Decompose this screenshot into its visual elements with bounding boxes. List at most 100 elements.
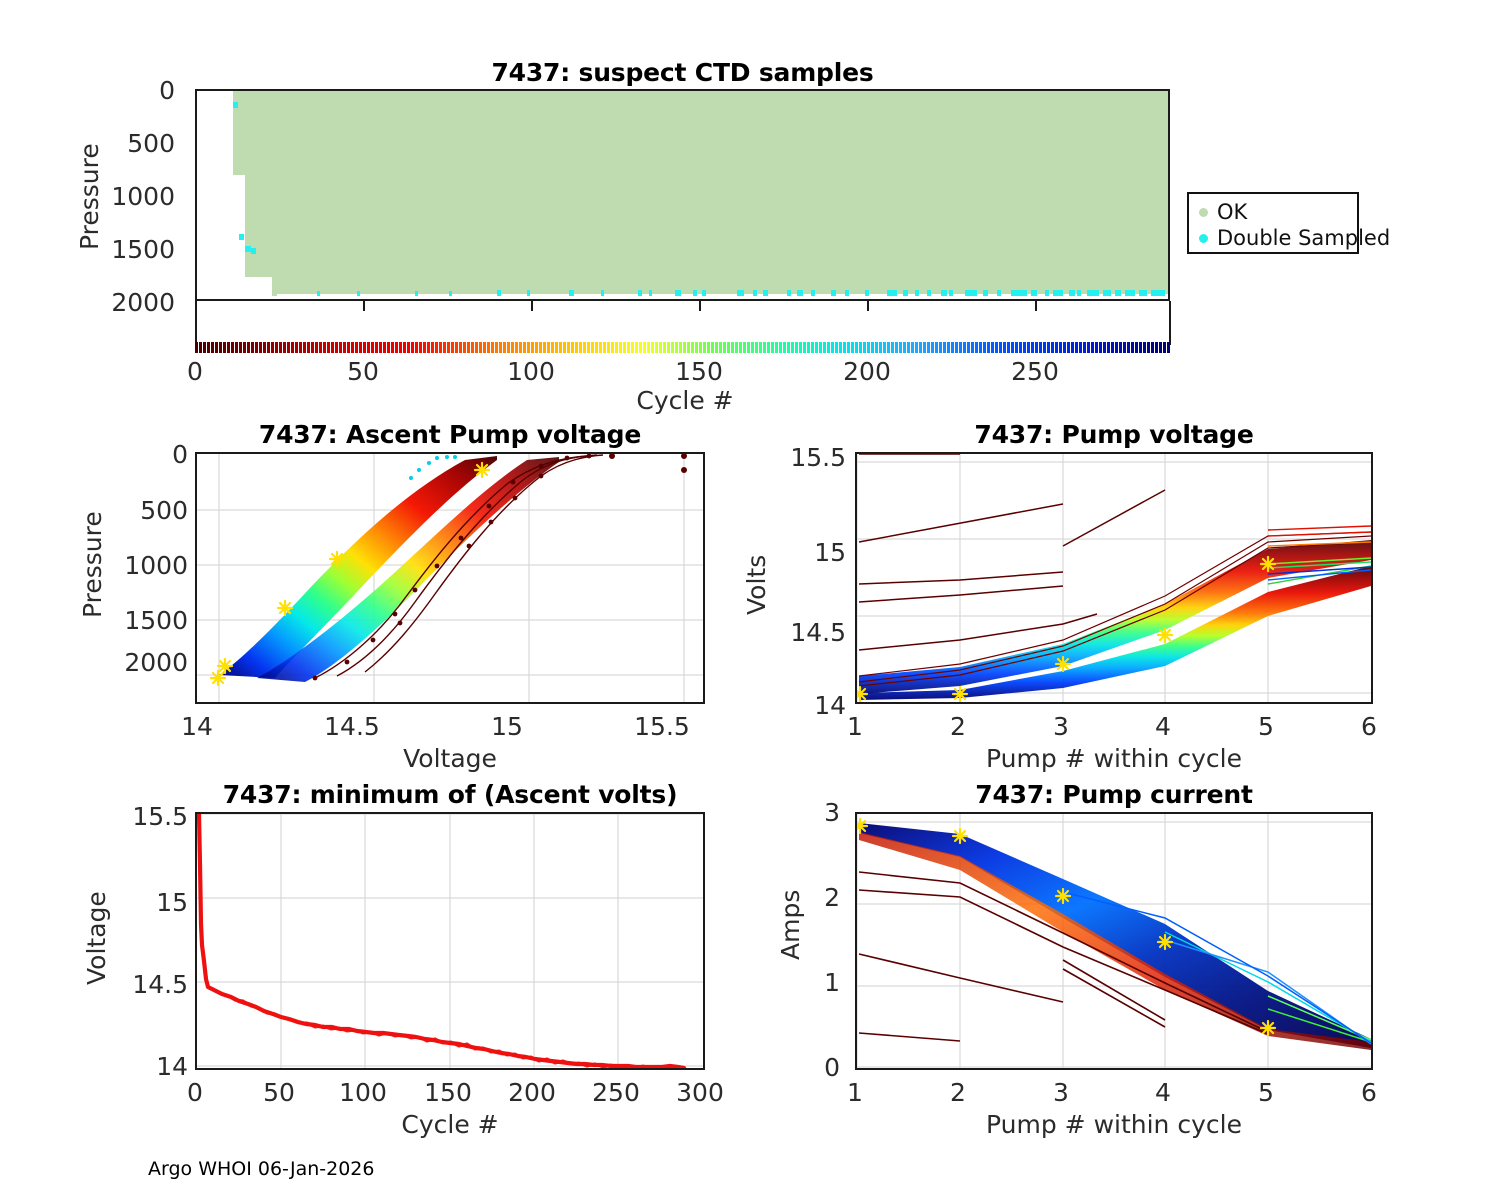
panel4-xtick-300: 300 bbox=[676, 1078, 724, 1107]
panel4-ytick-15p5: 15.5 bbox=[132, 802, 188, 831]
panel1-xtickmark-200 bbox=[867, 301, 869, 311]
panel1-xtickmark-250 bbox=[1035, 301, 1037, 311]
series-ascent-voltage-surface bbox=[409, 455, 457, 480]
panel3-plot-svg bbox=[857, 454, 1371, 702]
cycle-colorbar-strip bbox=[195, 342, 1170, 354]
panel4-xtick-200: 200 bbox=[508, 1078, 556, 1107]
panel1-xtick-250: 250 bbox=[1011, 357, 1059, 386]
panel3-axes bbox=[855, 452, 1373, 704]
legend-swatch-double-sampled bbox=[1199, 233, 1208, 243]
panel2-xtick-14: 14 bbox=[181, 712, 213, 741]
panel3-xtick-4: 4 bbox=[1155, 712, 1171, 741]
panel5-ytick-2: 2 bbox=[824, 883, 840, 912]
series-pump-current-accents bbox=[1062, 891, 1371, 1045]
panel1-ytick-500: 500 bbox=[127, 129, 175, 158]
panel1-xtickmark-50 bbox=[363, 301, 365, 311]
panel3-ytick-15: 15 bbox=[814, 538, 846, 567]
panel1-xtickmark-150 bbox=[699, 301, 701, 311]
panel2-xtick-15: 15 bbox=[491, 712, 523, 741]
series-min-ascent-volts-jitter bbox=[226, 993, 685, 1068]
panel1-xlabel: Cycle # bbox=[636, 386, 734, 415]
panel5-xlabel: Pump # within cycle bbox=[986, 1110, 1242, 1139]
panel2-ytick-500: 500 bbox=[140, 496, 188, 525]
panel2-axes bbox=[195, 452, 705, 704]
panel3-grid bbox=[857, 454, 1371, 702]
panel1-xaxis-stub bbox=[195, 301, 197, 345]
panel4-ytick-14: 14 bbox=[156, 1052, 188, 1081]
series-highlight-stars bbox=[857, 817, 1277, 1037]
panel4-xlabel: Cycle # bbox=[401, 1110, 499, 1139]
panel2-xtick-15p5: 15.5 bbox=[634, 712, 690, 741]
panel3-xlabel: Pump # within cycle bbox=[986, 744, 1242, 773]
panel4-xtick-250: 250 bbox=[592, 1078, 640, 1107]
panel5-xtick-5: 5 bbox=[1258, 1078, 1274, 1107]
panel3-xtick-3: 3 bbox=[1053, 712, 1069, 741]
panel3-title: 7437: Pump voltage bbox=[974, 420, 1254, 449]
series-pump-current-outliers bbox=[858, 871, 1269, 1042]
panel-ascent-pump-voltage: 7437: Ascent Pump voltage 0 500 1000 150… bbox=[0, 0, 750, 780]
panel1-plot-svg bbox=[197, 91, 1168, 299]
legend-label-ok: OK bbox=[1217, 200, 1248, 224]
panel3-xtick-1: 1 bbox=[847, 712, 863, 741]
panel2-ytick-1000: 1000 bbox=[124, 551, 188, 580]
panel1-xtick-100: 100 bbox=[507, 357, 555, 386]
panel2-xlabel: Voltage bbox=[403, 744, 497, 773]
legend-item-double-sampled[interactable]: Double Sampled bbox=[1195, 225, 1390, 251]
panel1-ytick-2000: 2000 bbox=[111, 288, 175, 317]
panel1-xtick-50: 50 bbox=[347, 357, 379, 386]
series-highlight-stars bbox=[857, 555, 1277, 702]
panel5-xtick-4: 4 bbox=[1155, 1078, 1171, 1107]
series-pump-current-band-warm bbox=[859, 832, 1371, 1050]
panel4-xtick-100: 100 bbox=[339, 1078, 387, 1107]
panel3-ytick-14p5: 14.5 bbox=[790, 618, 846, 647]
series-ok-top-speckle bbox=[233, 91, 1168, 95]
panel5-title: 7437: Pump current bbox=[975, 780, 1253, 809]
panel4-axes bbox=[195, 812, 705, 1070]
panel4-xtick-0: 0 bbox=[187, 1078, 203, 1107]
panel1-title: 7437: suspect CTD samples bbox=[491, 58, 874, 87]
panel4-title: 7437: minimum of (Ascent volts) bbox=[222, 780, 678, 809]
panel2-xtick-14p5: 14.5 bbox=[324, 712, 380, 741]
panel5-ytick-3: 3 bbox=[824, 798, 840, 827]
panel5-ytick-1: 1 bbox=[824, 968, 840, 997]
panel5-xtick-1: 1 bbox=[847, 1078, 863, 1107]
panel1-xtick-0: 0 bbox=[187, 357, 203, 386]
panel3-ytick-15p5: 15.5 bbox=[790, 443, 846, 472]
panel2-title: 7437: Ascent Pump voltage bbox=[258, 420, 642, 449]
panel5-ytick-0: 0 bbox=[824, 1053, 840, 1082]
panel2-ytick-0: 0 bbox=[172, 440, 188, 469]
panel-pump-voltage: 7437: Pump voltage 15.5 15 14.5 14 Volts bbox=[742, 420, 1377, 773]
series-ascent-voltage-outlier-dots bbox=[312, 454, 687, 681]
series-pump-voltage-band-warm bbox=[859, 540, 1371, 694]
panel5-ylabel: Amps bbox=[776, 889, 805, 960]
figure-footer: Argo WHOI 06-Jan-2026 bbox=[148, 1158, 375, 1180]
legend-item-ok[interactable]: OK bbox=[1195, 199, 1349, 225]
panel5-xtick-3: 3 bbox=[1053, 1078, 1069, 1107]
series-ok-bottom-ragged bbox=[233, 294, 1168, 299]
legend-label-double-sampled: Double Sampled bbox=[1217, 226, 1391, 250]
legend[interactable]: OK Double Sampled bbox=[1187, 192, 1390, 254]
panel4-grid bbox=[197, 814, 703, 1068]
series-ascent-voltage-band-red bbox=[257, 457, 559, 682]
panel5-axes bbox=[855, 812, 1373, 1070]
panel1-xaxis-stub-r bbox=[1169, 301, 1171, 345]
panel-minimum-ascent-volts: 7437: minimum of (Ascent volts) 15.5 15 … bbox=[0, 0, 750, 1140]
series-double-sampled-shallow bbox=[233, 102, 256, 254]
panel1-ytick-1500: 1500 bbox=[111, 235, 175, 264]
panel5-plot-svg bbox=[857, 814, 1371, 1068]
panel1-xtick-150: 150 bbox=[675, 357, 723, 386]
panel-pump-current: 7437: Pump current 3 2 1 0 Amps bbox=[776, 780, 1377, 1139]
series-ok-fill bbox=[197, 91, 1168, 299]
series-pump-current-band-blue bbox=[859, 823, 1371, 1048]
series-pump-voltage-band bbox=[859, 566, 1371, 700]
panel1-ytick-1000: 1000 bbox=[111, 182, 175, 211]
panel2-ytick-2000: 2000 bbox=[124, 648, 188, 677]
panel-suspect-ctd-samples: 7437: suspect CTD samples 0 500 1000 150… bbox=[0, 0, 1500, 415]
panel1-axes bbox=[195, 89, 1170, 301]
panel3-xtick-2: 2 bbox=[950, 712, 966, 741]
panel4-ytick-14p5: 14.5 bbox=[132, 970, 188, 999]
panel1-ytick-0: 0 bbox=[159, 76, 175, 105]
panel1-xtick-200: 200 bbox=[843, 357, 891, 386]
series-ascent-voltage-outliers bbox=[314, 454, 604, 679]
